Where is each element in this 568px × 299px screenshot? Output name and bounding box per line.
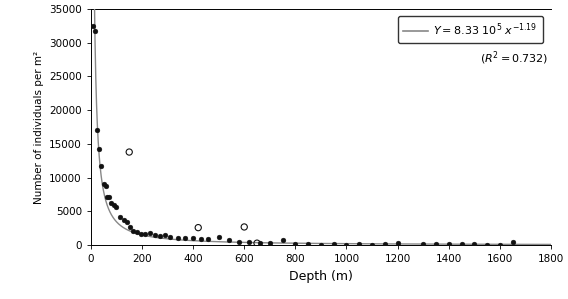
Point bbox=[278, 237, 287, 242]
Point bbox=[316, 242, 325, 247]
Point bbox=[93, 128, 102, 133]
Point bbox=[94, 147, 103, 152]
Point bbox=[197, 237, 206, 242]
Point bbox=[119, 218, 128, 222]
Point bbox=[128, 229, 137, 234]
Point bbox=[99, 182, 108, 187]
Point bbox=[126, 225, 135, 229]
Point bbox=[132, 230, 141, 235]
Point bbox=[483, 242, 492, 247]
Point bbox=[444, 241, 453, 246]
Point bbox=[107, 201, 116, 206]
Point bbox=[204, 237, 213, 242]
Point bbox=[145, 231, 154, 235]
Point bbox=[508, 239, 517, 244]
Text: $(R^2 = 0.732)$: $(R^2 = 0.732)$ bbox=[481, 49, 549, 67]
Point bbox=[97, 163, 106, 168]
Point bbox=[125, 150, 134, 155]
Point bbox=[457, 242, 466, 247]
Point bbox=[235, 239, 244, 244]
Point bbox=[112, 204, 121, 209]
Point bbox=[214, 235, 223, 239]
Legend: $Y = 8.33\ 10^5\ x^{-1.19}$: $Y = 8.33\ 10^5\ x^{-1.19}$ bbox=[398, 16, 543, 43]
Point bbox=[189, 236, 198, 241]
Point bbox=[342, 242, 351, 247]
Point bbox=[354, 242, 364, 247]
Point bbox=[90, 28, 99, 33]
Point bbox=[181, 235, 190, 240]
X-axis label: Depth (m): Depth (m) bbox=[289, 270, 353, 283]
Point bbox=[367, 242, 377, 247]
Point bbox=[161, 233, 170, 237]
Point bbox=[150, 233, 159, 237]
Point bbox=[393, 241, 402, 246]
Point bbox=[245, 240, 254, 245]
Point bbox=[329, 242, 339, 247]
Point bbox=[224, 238, 233, 243]
Point bbox=[470, 242, 479, 246]
Point bbox=[140, 232, 149, 237]
Point bbox=[136, 231, 145, 236]
Point bbox=[109, 202, 119, 207]
Y-axis label: Number of individuals per m²: Number of individuals per m² bbox=[34, 51, 44, 204]
Point bbox=[104, 195, 113, 200]
Point bbox=[381, 241, 390, 246]
Point bbox=[116, 214, 125, 219]
Point bbox=[304, 242, 313, 247]
Point bbox=[432, 242, 441, 247]
Point bbox=[265, 241, 274, 246]
Point bbox=[155, 234, 165, 239]
Point bbox=[419, 241, 428, 246]
Point bbox=[102, 184, 111, 189]
Point bbox=[89, 23, 98, 28]
Point bbox=[291, 241, 300, 246]
Point bbox=[240, 225, 249, 229]
Point bbox=[103, 194, 112, 199]
Point bbox=[166, 235, 175, 239]
Point bbox=[122, 220, 131, 225]
Point bbox=[255, 241, 264, 245]
Point bbox=[495, 242, 504, 247]
Point bbox=[253, 241, 262, 245]
Point bbox=[173, 235, 182, 240]
Point bbox=[194, 225, 203, 230]
